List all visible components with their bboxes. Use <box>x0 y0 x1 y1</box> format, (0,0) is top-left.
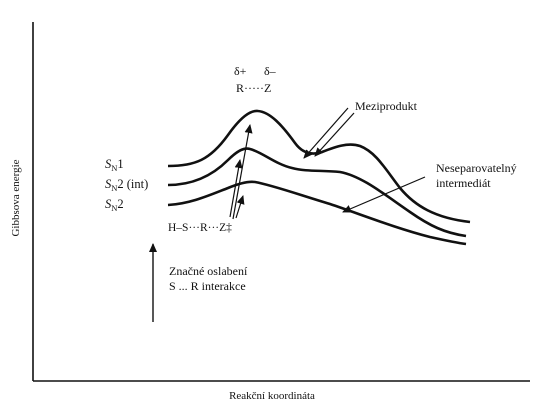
weakening-label-line2: S ... R interakce <box>169 279 246 293</box>
label-sn2: SN2 <box>105 197 124 213</box>
label-sn2-int: SN2 (int) <box>105 177 148 193</box>
label-sn1: SN1 <box>105 157 124 173</box>
delta-minus: δ– <box>264 64 277 78</box>
curve-sn2 <box>167 180 467 246</box>
intermediate-label: Meziprodukt <box>355 99 418 113</box>
inseparable-label-line2: intermediát <box>436 176 491 190</box>
y-axis-label: Gibbsova energie <box>10 159 22 236</box>
x-axis-label: Reakční koordináta <box>229 390 315 402</box>
transition-state-label: H–S···R···Z‡ <box>168 222 232 234</box>
ts-arrow-sn2-int <box>229 159 243 218</box>
inseparable-label-line1: Neseparovatelný <box>436 161 517 175</box>
curve-sn1 <box>167 109 471 224</box>
intermediate-arrow-1 <box>303 107 349 159</box>
delta-plus: δ+ <box>234 64 247 78</box>
weakening-label-line1: Značné oslabení <box>169 264 248 278</box>
ts-arrow-sn2 <box>235 195 245 219</box>
inseparable-arrow <box>342 176 426 213</box>
intermediate-arrow-2 <box>314 112 355 157</box>
ts-arrow-sn1 <box>232 124 253 220</box>
ion-pair-label: R·····Z <box>236 81 271 95</box>
curve-sn2-int <box>167 147 467 238</box>
